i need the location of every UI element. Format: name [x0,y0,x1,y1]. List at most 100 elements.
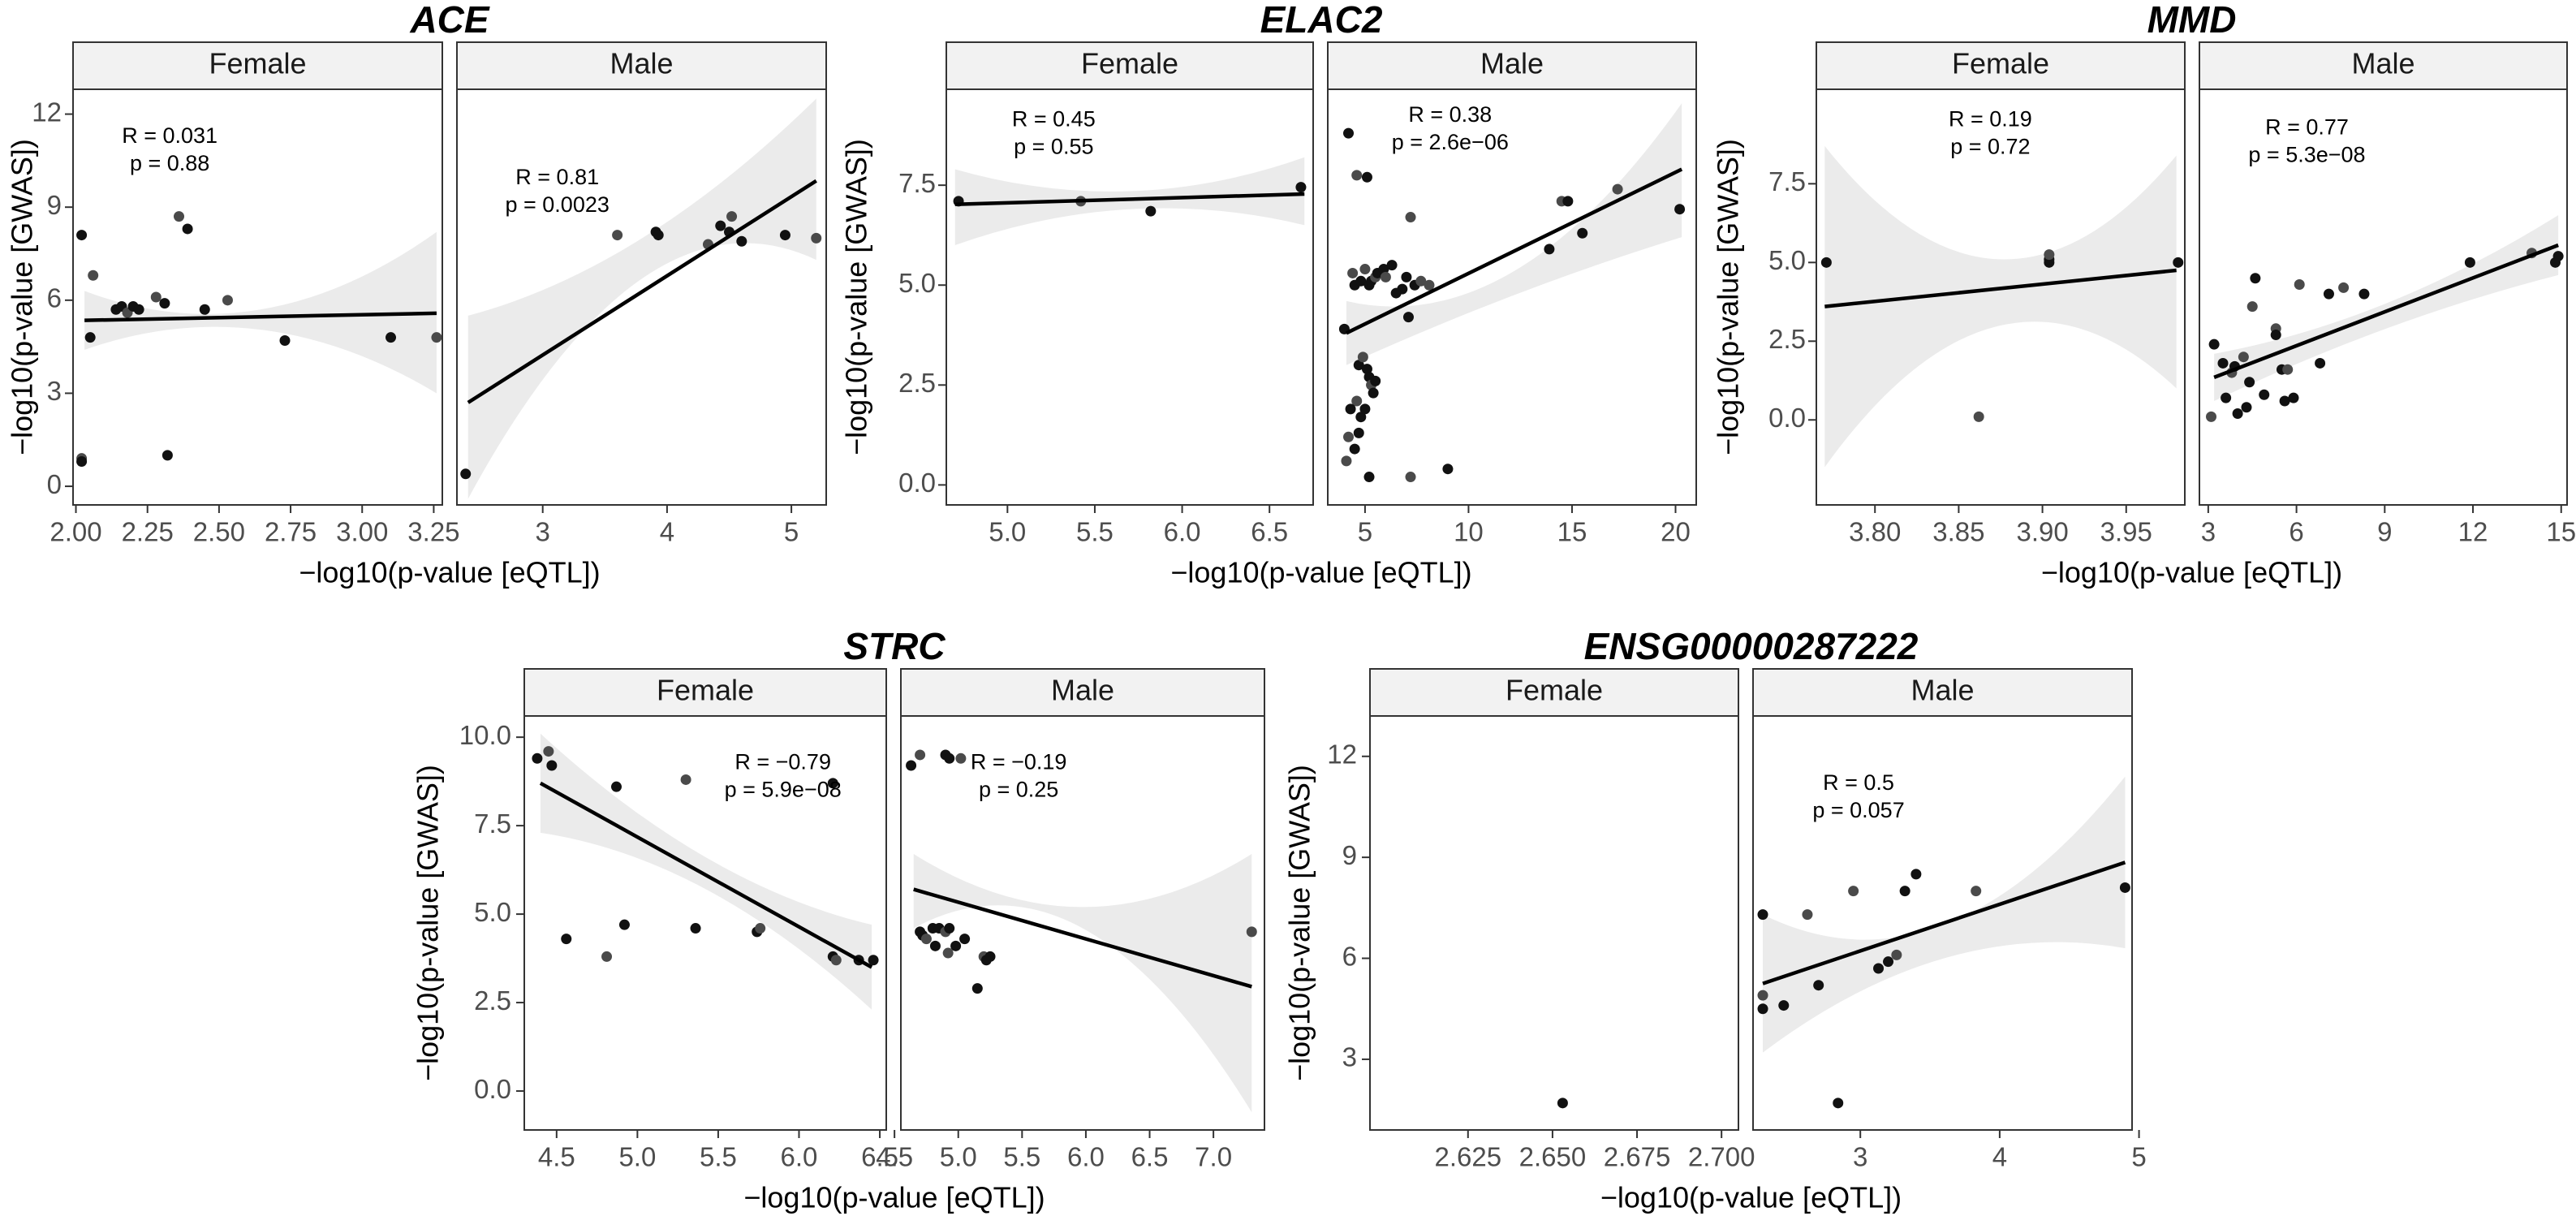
data-point [1402,312,1414,323]
panel-border [946,88,1314,506]
data-point [2552,251,2564,262]
y-tick-label: 7.5 [474,809,511,839]
panel-border [523,715,887,1131]
x-tick-label: 5 [784,517,799,547]
p-value: p = 5.9e−08 [725,778,842,802]
data-point [162,450,173,461]
correlation-r: R = −0.19 [971,750,1067,774]
correlation-r: R = −0.79 [734,750,831,774]
strip [2199,41,2568,90]
regression-line [1762,860,2126,985]
regression-line [1824,268,2177,308]
x-tick-label: 5 [1358,517,1372,547]
data-point [1349,443,1360,455]
y-axis-title: −log10(p-value [GWAS]) [1712,139,1745,455]
data-point [755,923,766,934]
data-point [929,940,941,951]
data-point [612,230,623,241]
data-point [920,934,932,945]
x-axis-title: −log10(p-value [eQTL]) [2041,556,2342,589]
correlation-r: R = 0.031 [122,123,218,148]
data-point [2221,392,2232,403]
data-point [811,232,822,244]
x-tick-label: 3 [1853,1142,1867,1172]
x-tick-label: 5.5 [1076,517,1114,547]
data-point [1802,909,1813,921]
gene-title: ENSG00000287222 [1584,625,1919,667]
x-tick-label: 3 [2201,517,2216,547]
y-tick-label: 12 [32,97,62,127]
data-point [279,334,291,346]
data-point [830,955,842,966]
correlation-r: R = 0.81 [515,165,599,189]
panel-border [2199,88,2568,506]
strip [900,668,1265,717]
x-tick-label: 4.5 [876,1142,913,1172]
data-point [2246,301,2258,313]
data-point [726,211,738,222]
y-tick-label: 12 [1327,739,1357,769]
confidence-band [84,231,437,394]
data-point [1386,260,1398,271]
data-point [386,332,397,343]
x-tick-label: 10 [1454,517,1484,547]
x-tick-label: 4.5 [538,1142,575,1172]
confidence-band [954,157,1305,245]
data-point [1405,212,1416,223]
data-point [1363,472,1375,483]
x-tick-label: 5.0 [618,1142,656,1172]
data-point [1370,375,1381,386]
x-tick-label: 6.0 [781,1142,818,1172]
p-value: p = 0.25 [979,778,1058,802]
x-tick-label: 12 [2458,517,2488,547]
correlation-r: R = 0.19 [1949,106,2032,131]
data-point [199,304,210,315]
data-point [2288,392,2299,403]
panel-female: Female R = −0.79 p = 5.9e−08 4.5 5.0 5.5 6.0 6.… [523,668,898,1172]
data-point [1577,227,1588,239]
x-tick-label: 3.80 [1849,517,1901,547]
data-point [2244,377,2255,388]
data-point [1757,909,1768,921]
strip [1816,41,2186,90]
data-point [222,295,233,306]
panel-female: Female R = 0.19 p = 0.72 3.80 3.85 3.90 3.95 [1816,41,2186,547]
panel-border [1752,715,2133,1131]
x-tick-label: 4 [1992,1142,2007,1172]
y-tick-label: 5.0 [474,897,511,927]
y-tick-label: 7.5 [1768,166,1806,196]
gene-title: MMD [2147,0,2237,41]
data-point [1343,127,1355,139]
x-tick-label: 2.25 [122,517,174,547]
y-tick-label: 2.5 [1768,324,1806,354]
data-point [1361,364,1372,375]
data-point [1820,257,1832,268]
x-tick-label: 3.90 [2016,517,2068,547]
data-point [1891,949,1902,960]
regression-line [2213,243,2559,380]
strip [1752,668,2133,717]
data-point [959,934,971,945]
x-tick-label: 2.675 [1604,1142,1671,1172]
x-tick-label: 3.25 [407,517,459,547]
data-point [779,230,790,241]
data-point [944,752,955,764]
x-tick-label: 15 [1557,517,1587,547]
y-axis-title: −log10(p-value [GWAS]) [1283,765,1316,1081]
data-point [2259,389,2270,400]
x-tick-label: 5.5 [1003,1142,1040,1172]
p-value: p = 5.3e−08 [2248,143,2365,167]
confidence-band [540,733,872,1010]
chart-ace: ACE −log10(p-value [GWAS]) 0 3 6 9 12 −log10(p-… [6,0,827,589]
y-tick-label: 0.0 [474,1074,511,1104]
panel-male: Male R = 0.77 p = 5.3e−08 3 6 9 12 15 [2199,41,2576,547]
data-point [2464,257,2475,268]
data-point [1355,275,1367,287]
data-point [2173,257,2184,268]
x-tick-label: 5 [2131,1142,2146,1172]
confidence-band [1346,103,1682,365]
data-point [546,760,558,771]
y-tick-label: 9 [47,190,62,220]
gene-title: ACE [409,0,489,41]
data-point [1355,412,1367,423]
